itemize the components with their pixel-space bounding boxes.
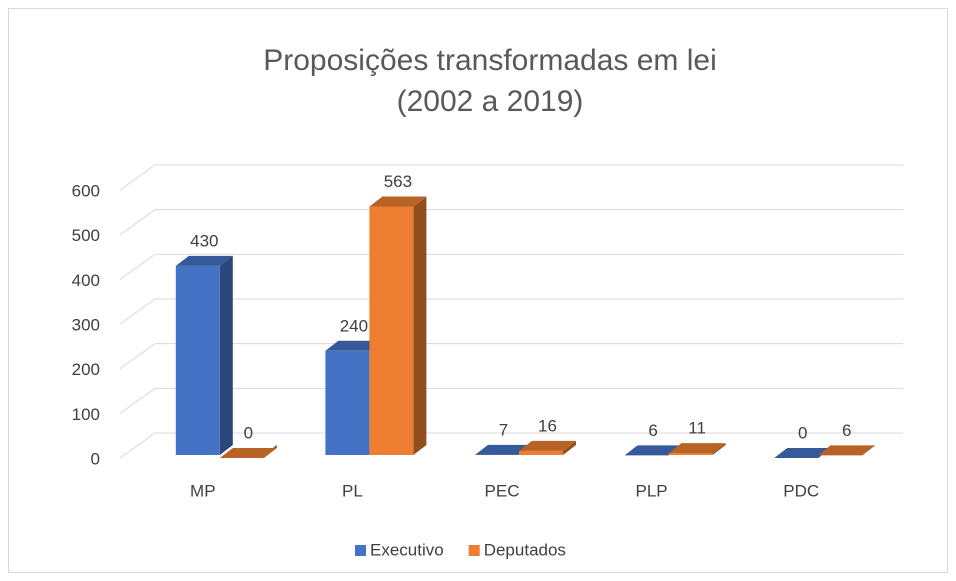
bar	[219, 445, 277, 458]
grid-line	[119, 253, 903, 280]
data-label: 6	[648, 421, 657, 440]
bar-front	[519, 450, 563, 455]
x-tick-label: PLP	[636, 481, 668, 500]
data-label: 0	[244, 423, 253, 442]
bar-top	[668, 443, 726, 454]
bar-front	[175, 265, 220, 455]
bar-top	[369, 196, 427, 207]
bar-top	[175, 255, 233, 266]
bar-top	[519, 440, 576, 451]
bar-top	[818, 445, 876, 456]
bar-front	[668, 453, 713, 455]
bar-top	[325, 340, 383, 351]
data-label: 563	[384, 172, 412, 191]
data-label: 6	[842, 421, 851, 440]
bar-side	[413, 196, 427, 455]
bar-side	[219, 255, 233, 455]
grid-line	[119, 432, 903, 459]
bar	[369, 196, 427, 455]
grid-line	[119, 164, 903, 191]
bar	[175, 255, 233, 455]
bar-top	[624, 445, 682, 456]
bar-front	[325, 350, 370, 455]
chart-subtitle: (2002 a 2019)	[397, 85, 584, 118]
grid-line	[119, 209, 903, 236]
x-tick-label: PEC	[485, 481, 520, 500]
bar	[519, 440, 576, 455]
grid-line	[119, 387, 903, 414]
x-tick-label: MP	[190, 481, 216, 500]
chart-title: Proposições transformadas em lei	[263, 44, 717, 77]
y-tick-label: 400	[72, 271, 100, 290]
bar-top	[774, 448, 832, 458]
legend-label: Executivo	[370, 540, 444, 559]
data-label: 7	[499, 420, 508, 439]
y-tick-label: 300	[72, 315, 100, 334]
bar-side	[563, 440, 576, 455]
x-tick-label: PDC	[783, 481, 819, 500]
legend-swatch	[355, 545, 366, 556]
y-tick-label: 600	[72, 181, 100, 200]
data-label: 16	[538, 416, 557, 435]
y-tick-label: 500	[72, 226, 100, 245]
data-label: 11	[688, 419, 706, 438]
grid-line	[119, 343, 903, 370]
y-tick-label: 200	[72, 360, 100, 379]
data-label: 240	[340, 316, 368, 335]
bar	[818, 445, 876, 456]
grid-line	[119, 298, 903, 325]
bar-top	[219, 448, 277, 458]
legend-label: Deputados	[484, 540, 566, 559]
legend-swatch	[468, 545, 480, 556]
data-label: 430	[190, 231, 218, 250]
bar-side	[712, 443, 726, 455]
bar-top	[475, 444, 532, 455]
bar-front	[369, 206, 414, 455]
y-tick-label: 0	[91, 449, 100, 468]
data-label: 0	[798, 423, 807, 442]
bar	[668, 443, 726, 455]
chart-border	[8, 8, 948, 573]
x-tick-label: PL	[342, 481, 363, 500]
y-tick-label: 100	[72, 405, 100, 424]
